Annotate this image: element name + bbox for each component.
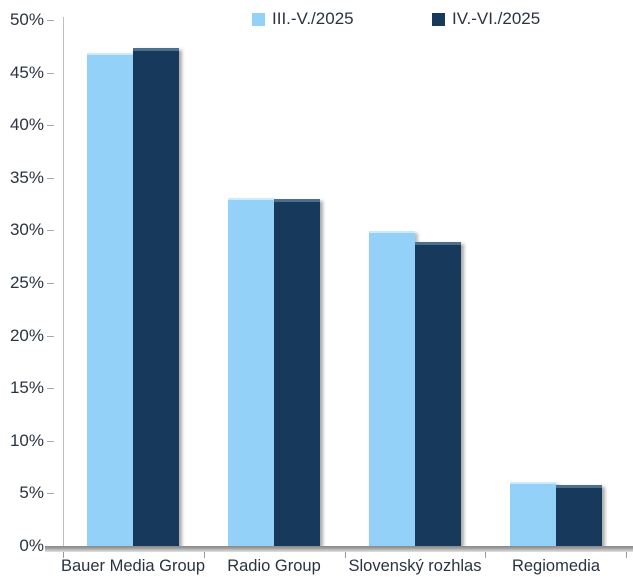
bar-dark-series — [556, 485, 602, 546]
bar-light-series — [510, 482, 556, 546]
y-axis-tick-label: 50% — [9, 10, 44, 29]
y-axis-tick — [47, 125, 54, 126]
x-axis-category-tick — [345, 552, 346, 558]
bar-light-series — [87, 53, 133, 546]
y-axis-tick — [47, 178, 54, 179]
legend-swatch-light — [252, 12, 265, 26]
y-axis-tick — [47, 73, 54, 74]
x-axis-category-tick — [485, 552, 486, 558]
x-axis-category-label: Slovenský rozhlas — [348, 557, 482, 575]
legend-item: IV.-VI./2025 — [432, 8, 540, 30]
bar-dark-series — [415, 242, 461, 546]
bar-dark-series — [133, 48, 179, 546]
y-axis-tick-label: 15% — [9, 378, 44, 397]
y-axis-tick-label: 25% — [9, 273, 44, 292]
legend-series-label: IV.-VI./2025 — [452, 9, 541, 28]
bar-light-series — [228, 198, 274, 546]
legend-item: III.-V./2025 — [252, 8, 354, 30]
y-axis-tick — [47, 283, 54, 284]
bar-dark-series — [274, 199, 320, 546]
bar-light-series — [369, 231, 415, 546]
y-axis-tick — [47, 230, 54, 231]
y-axis-tick — [47, 493, 54, 494]
legend-swatch-dark — [432, 12, 445, 26]
x-axis-category-label: Bauer Media Group — [61, 557, 205, 575]
y-axis-tick — [47, 336, 54, 337]
y-axis-tick — [47, 20, 54, 21]
y-axis-tick — [47, 388, 54, 389]
x-axis-category-tick — [626, 552, 627, 558]
x-axis-category-label: Radio Group — [227, 557, 321, 575]
y-axis-tick-label: 35% — [9, 168, 44, 187]
y-axis-tick-label: 5% — [19, 483, 44, 502]
y-axis-tick-label: 40% — [9, 115, 44, 134]
x-axis-category-label: Regiomedia — [511, 557, 601, 575]
legend-series-label: III.-V./2025 — [272, 9, 354, 28]
y-axis-line — [63, 17, 64, 547]
y-axis-tick-label: 20% — [9, 326, 44, 345]
y-axis-tick-label: 45% — [9, 63, 44, 82]
x-axis-category-tick — [204, 552, 205, 558]
y-axis-tick — [47, 441, 54, 442]
x-axis-category-tick — [63, 552, 64, 558]
x-axis-baseline — [45, 546, 633, 552]
y-axis-tick-label: 0% — [19, 536, 44, 555]
y-axis-tick-label: 10% — [9, 431, 44, 450]
y-axis-tick-label: 30% — [9, 220, 44, 239]
